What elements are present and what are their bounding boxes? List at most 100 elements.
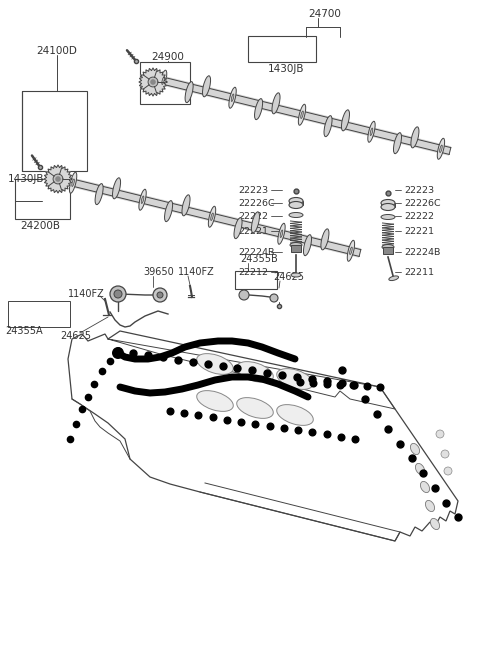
Ellipse shape [254, 98, 263, 120]
Ellipse shape [368, 121, 375, 142]
Text: 22222: 22222 [238, 211, 268, 221]
Text: 22223: 22223 [404, 185, 434, 195]
Text: 24625: 24625 [273, 272, 304, 282]
Ellipse shape [411, 127, 419, 148]
Ellipse shape [420, 482, 430, 492]
Ellipse shape [237, 397, 273, 418]
Text: 24100D: 24100D [36, 46, 77, 56]
Circle shape [436, 430, 444, 438]
Text: 24900: 24900 [152, 52, 184, 62]
Text: 22224B: 22224B [238, 248, 275, 256]
Ellipse shape [208, 206, 216, 227]
Text: 24700: 24700 [308, 9, 341, 19]
Ellipse shape [211, 213, 213, 221]
Ellipse shape [197, 391, 233, 411]
Ellipse shape [394, 132, 401, 154]
Text: 1430JB: 1430JB [268, 64, 304, 74]
Bar [248, 36, 316, 62]
Text: 22223: 22223 [238, 185, 268, 195]
Ellipse shape [276, 405, 313, 425]
Text: 22221: 22221 [238, 227, 268, 235]
Circle shape [239, 290, 249, 300]
Ellipse shape [70, 172, 77, 193]
Circle shape [441, 450, 449, 458]
Ellipse shape [440, 145, 442, 153]
Text: 24200B: 24200B [20, 221, 60, 231]
Ellipse shape [165, 201, 173, 221]
Text: 22226C: 22226C [238, 199, 275, 207]
Text: 22211: 22211 [404, 268, 434, 276]
Ellipse shape [231, 94, 234, 102]
Ellipse shape [381, 199, 395, 207]
Ellipse shape [341, 110, 349, 131]
Ellipse shape [291, 273, 301, 277]
Text: 1430JB: 1430JB [8, 174, 45, 184]
Bar [15, 179, 70, 219]
Ellipse shape [381, 203, 395, 211]
Text: 22212: 22212 [238, 268, 268, 276]
Text: 24355B: 24355B [240, 254, 278, 264]
Text: 22222: 22222 [404, 211, 434, 221]
Ellipse shape [229, 87, 236, 108]
Ellipse shape [299, 104, 306, 125]
Bar [140, 62, 190, 104]
Text: 22226C: 22226C [404, 199, 441, 207]
Text: 24355A: 24355A [5, 326, 43, 336]
Ellipse shape [139, 189, 146, 210]
Ellipse shape [370, 128, 373, 136]
Ellipse shape [252, 212, 260, 233]
Ellipse shape [347, 240, 355, 262]
Ellipse shape [162, 77, 165, 84]
Circle shape [153, 288, 167, 302]
Ellipse shape [290, 242, 302, 248]
Ellipse shape [431, 518, 440, 530]
Ellipse shape [197, 354, 233, 375]
Ellipse shape [280, 230, 283, 237]
Ellipse shape [324, 116, 332, 136]
Bar [235, 271, 277, 289]
Circle shape [157, 292, 163, 298]
Ellipse shape [410, 444, 420, 454]
Ellipse shape [289, 201, 303, 209]
Ellipse shape [159, 70, 167, 91]
Bar [22, 91, 87, 171]
Ellipse shape [349, 247, 352, 254]
Ellipse shape [234, 217, 242, 239]
Polygon shape [148, 77, 158, 87]
Ellipse shape [289, 197, 303, 205]
Ellipse shape [182, 195, 190, 216]
Ellipse shape [237, 362, 273, 383]
Bar [383, 247, 393, 254]
Circle shape [270, 294, 278, 302]
Polygon shape [53, 174, 63, 184]
Ellipse shape [272, 93, 280, 114]
Ellipse shape [382, 244, 394, 250]
Polygon shape [151, 80, 155, 84]
Ellipse shape [303, 235, 312, 256]
Ellipse shape [300, 111, 303, 118]
Text: 22221: 22221 [404, 227, 434, 235]
Text: 39650: 39650 [143, 267, 174, 277]
Ellipse shape [203, 76, 211, 97]
Ellipse shape [278, 223, 285, 244]
Ellipse shape [276, 369, 313, 389]
Ellipse shape [415, 464, 425, 474]
Text: 22224B: 22224B [404, 248, 440, 256]
Bar [8, 301, 70, 327]
Polygon shape [56, 177, 60, 181]
Ellipse shape [389, 276, 398, 280]
Text: 1140FZ: 1140FZ [178, 267, 215, 277]
Ellipse shape [112, 178, 120, 199]
Ellipse shape [95, 183, 103, 205]
Ellipse shape [289, 213, 303, 217]
Circle shape [112, 347, 124, 359]
Ellipse shape [381, 215, 395, 219]
Text: 24625: 24625 [60, 331, 91, 341]
Polygon shape [139, 68, 167, 96]
Ellipse shape [425, 500, 434, 512]
Circle shape [110, 286, 126, 302]
Ellipse shape [321, 229, 329, 250]
Polygon shape [44, 165, 72, 193]
Circle shape [114, 290, 122, 298]
Bar [291, 245, 301, 252]
